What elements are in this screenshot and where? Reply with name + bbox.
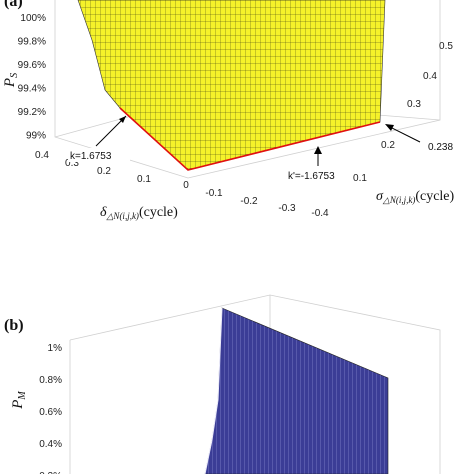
z-tick-label: 99.6% [18,60,46,71]
z-label-main: P [2,78,18,88]
z-tick-label: 99% [26,131,46,142]
z-label-main: P [10,400,26,410]
surface-edge [204,307,223,474]
z-ticks-b: 1% 0.8% 0.6% 0.4% 0.2% [39,343,62,474]
panel-label: (a) [4,0,23,10]
z-tick-label: 1% [48,343,63,354]
x-tick-label: 0.3 [65,158,79,169]
x-tick-label: 0 [183,180,189,191]
x-label-main: δ [100,205,107,220]
red-edge [119,107,381,171]
x-tick-label: -0.3 [278,203,296,214]
y-label-unit: (cycle) [415,189,454,204]
x-tick-label: 0.2 [97,166,111,177]
y-tick-label: 0.3 [407,99,421,110]
z-tick-label: 0.4% [39,439,62,450]
arrow-head [314,146,322,154]
arrow [387,125,421,143]
x-label-unit: (cycle) [139,205,178,220]
z-tick-label: 0.2% [39,471,62,474]
y-tick-label: 0.1 [353,173,367,184]
y-tick-label: 0.4 [423,71,437,82]
x-tick-label: -0.2 [240,196,258,207]
x-label-sub: △N(i,j,k) [106,211,139,221]
z-tick-label: 0.8% [39,375,62,386]
z-tick-label: 100% [20,13,46,24]
surface-a [77,0,386,171]
x-tick-label: -0.4 [311,208,329,219]
z-label-sub: S [9,73,20,78]
arrow-head [385,124,394,131]
y-tick-label: 0.5 [439,41,453,52]
z-label-sub: M [17,391,28,401]
x-tick-label: 0.1 [137,174,151,185]
arrow-head [119,116,126,123]
y-label-main: σ [376,189,384,204]
z-label: PM [10,391,28,410]
z-tick-label: 99.8% [18,37,46,48]
z-ticks-a: 100% 99.8% 99.6% 99.4% 99.2% 99% [18,13,46,142]
annotation-box [68,148,130,162]
x-tick-label: 0.4 [35,150,49,161]
z-tick-label: 99.4% [18,84,46,95]
x-label: δ△N(i,j,k)(cycle) [100,205,178,221]
annotation: k'=-1.6753 [288,171,335,182]
y-ticks-a: 0.5 0.4 0.3 0.2 0.1 [353,41,453,184]
y-tick-label: 0.2 [381,140,395,151]
panel-label: (b) [4,317,24,334]
y-label: σ△N(i,j,k)(cycle) [376,189,455,205]
x-ticks-a: 0.4 0.3 0.2 0.1 0 -0.1 -0.2 -0.3 -0.4 [35,150,329,219]
z-tick-label: 0.6% [39,407,62,418]
x-tick-label: -0.1 [205,188,223,199]
annotation: k=1.6753 [70,151,112,162]
z-tick-label: 99.2% [18,107,46,118]
annotation: 0.238 [428,142,453,153]
y-label-sub: △N(i,j,k) [382,195,415,205]
z-label: PS [2,73,20,88]
surface-b [204,307,389,474]
